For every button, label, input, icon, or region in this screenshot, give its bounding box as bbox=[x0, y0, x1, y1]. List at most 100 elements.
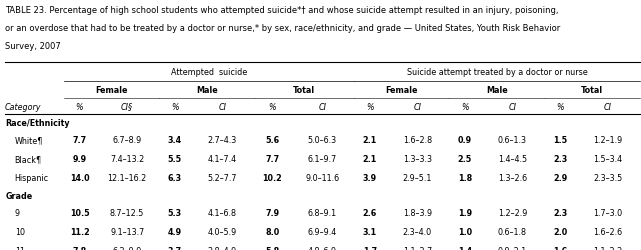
Text: 1.7–3.0: 1.7–3.0 bbox=[593, 208, 622, 217]
Text: 10.2: 10.2 bbox=[262, 174, 282, 182]
Text: Survey, 2007: Survey, 2007 bbox=[5, 42, 61, 51]
Text: 6.7–8.9: 6.7–8.9 bbox=[113, 136, 142, 145]
Text: 6.2–9.9: 6.2–9.9 bbox=[112, 246, 142, 250]
Text: 2.9: 2.9 bbox=[553, 174, 567, 182]
Text: 1.2–1.9: 1.2–1.9 bbox=[593, 136, 622, 145]
Text: 1.6–2.6: 1.6–2.6 bbox=[593, 227, 622, 236]
Text: White¶: White¶ bbox=[15, 136, 43, 145]
Text: 4.9: 4.9 bbox=[168, 227, 182, 236]
Text: %: % bbox=[366, 102, 374, 111]
Text: 9.9: 9.9 bbox=[72, 155, 87, 164]
Text: 1.6: 1.6 bbox=[553, 246, 567, 250]
Text: 11.2: 11.2 bbox=[70, 227, 90, 236]
Text: 2.5: 2.5 bbox=[458, 155, 472, 164]
Text: Race/Ethnicity: Race/Ethnicity bbox=[5, 118, 70, 127]
Text: 5.3: 5.3 bbox=[168, 208, 182, 217]
Text: or an overdose that had to be treated by a doctor or nurse,* by sex, race/ethnic: or an overdose that had to be treated by… bbox=[5, 24, 560, 33]
Text: Attempted  suicide: Attempted suicide bbox=[171, 68, 247, 76]
Text: Black¶: Black¶ bbox=[15, 155, 42, 164]
Text: 7.8: 7.8 bbox=[72, 246, 87, 250]
Text: 1.4: 1.4 bbox=[458, 246, 472, 250]
Text: 14.0: 14.0 bbox=[70, 174, 89, 182]
Text: 1.6–2.8: 1.6–2.8 bbox=[403, 136, 432, 145]
Text: 6.1–9.7: 6.1–9.7 bbox=[308, 155, 337, 164]
Text: 9: 9 bbox=[15, 208, 20, 217]
Text: 7.7: 7.7 bbox=[72, 136, 87, 145]
Text: 1.2–2.9: 1.2–2.9 bbox=[498, 208, 527, 217]
Text: CI: CI bbox=[604, 102, 612, 111]
Text: 2.6: 2.6 bbox=[363, 208, 377, 217]
Text: TABLE 23. Percentage of high school students who attempted suicide*† and whose s: TABLE 23. Percentage of high school stud… bbox=[5, 6, 558, 15]
Text: 1.1–2.7: 1.1–2.7 bbox=[403, 246, 432, 250]
Text: 2.3–4.0: 2.3–4.0 bbox=[403, 227, 432, 236]
Text: 2.7–4.3: 2.7–4.3 bbox=[208, 136, 237, 145]
Text: %: % bbox=[76, 102, 83, 111]
Text: 0.9: 0.9 bbox=[458, 136, 472, 145]
Text: 5.0–6.3: 5.0–6.3 bbox=[308, 136, 337, 145]
Text: CI: CI bbox=[508, 102, 517, 111]
Text: 7.7: 7.7 bbox=[265, 155, 279, 164]
Text: 1.1–2.2: 1.1–2.2 bbox=[593, 246, 622, 250]
Text: Male: Male bbox=[196, 86, 218, 94]
Text: Grade: Grade bbox=[5, 191, 33, 200]
Text: 2.3–3.5: 2.3–3.5 bbox=[593, 174, 622, 182]
Text: 2.1: 2.1 bbox=[363, 155, 377, 164]
Text: 5.6: 5.6 bbox=[265, 136, 279, 145]
Text: 1.9: 1.9 bbox=[458, 208, 472, 217]
Text: Total: Total bbox=[581, 86, 603, 94]
Text: Female: Female bbox=[96, 86, 128, 94]
Text: 6.9–9.4: 6.9–9.4 bbox=[308, 227, 337, 236]
Text: Category: Category bbox=[5, 102, 42, 111]
Text: 2.0: 2.0 bbox=[553, 227, 567, 236]
Text: 7.9: 7.9 bbox=[265, 208, 279, 217]
Text: 5.2–7.7: 5.2–7.7 bbox=[208, 174, 237, 182]
Text: 1.8: 1.8 bbox=[458, 174, 472, 182]
Text: 1.3–2.6: 1.3–2.6 bbox=[498, 174, 527, 182]
Text: 6.3: 6.3 bbox=[168, 174, 182, 182]
Text: 1.7: 1.7 bbox=[363, 246, 377, 250]
Text: CI§: CI§ bbox=[121, 102, 133, 111]
Text: 1.5–3.4: 1.5–3.4 bbox=[593, 155, 622, 164]
Text: 1.4–4.5: 1.4–4.5 bbox=[498, 155, 527, 164]
Text: Suicide attempt treated by a doctor or nurse: Suicide attempt treated by a doctor or n… bbox=[406, 68, 587, 76]
Text: 3.4: 3.4 bbox=[168, 136, 182, 145]
Text: 7.4–13.2: 7.4–13.2 bbox=[110, 155, 144, 164]
Text: 2.1: 2.1 bbox=[363, 136, 377, 145]
Text: 4.1–7.4: 4.1–7.4 bbox=[208, 155, 237, 164]
Text: Male: Male bbox=[486, 86, 508, 94]
Text: 3.9: 3.9 bbox=[363, 174, 377, 182]
Text: CI: CI bbox=[219, 102, 226, 111]
Text: CI: CI bbox=[413, 102, 421, 111]
Text: Total: Total bbox=[294, 86, 315, 94]
Text: 2.3: 2.3 bbox=[553, 208, 567, 217]
Text: 2.9–5.1: 2.9–5.1 bbox=[403, 174, 432, 182]
Text: %: % bbox=[171, 102, 178, 111]
Text: 2.3: 2.3 bbox=[553, 155, 567, 164]
Text: 0.9–2.1: 0.9–2.1 bbox=[498, 246, 527, 250]
Text: Hispanic: Hispanic bbox=[15, 174, 49, 182]
Text: 1.3–3.3: 1.3–3.3 bbox=[403, 155, 432, 164]
Text: 10: 10 bbox=[15, 227, 25, 236]
Text: 3.1: 3.1 bbox=[363, 227, 377, 236]
Text: 9.1–13.7: 9.1–13.7 bbox=[110, 227, 144, 236]
Text: 4.8–6.9: 4.8–6.9 bbox=[308, 246, 337, 250]
Text: %: % bbox=[556, 102, 564, 111]
Text: 4.0–5.9: 4.0–5.9 bbox=[208, 227, 237, 236]
Text: 11: 11 bbox=[15, 246, 25, 250]
Text: 6.8–9.1: 6.8–9.1 bbox=[308, 208, 337, 217]
Text: %: % bbox=[269, 102, 276, 111]
Text: 8.7–12.5: 8.7–12.5 bbox=[110, 208, 144, 217]
Text: 5.5: 5.5 bbox=[168, 155, 182, 164]
Text: 9.0–11.6: 9.0–11.6 bbox=[305, 174, 339, 182]
Text: 10.5: 10.5 bbox=[70, 208, 89, 217]
Text: 1.0: 1.0 bbox=[458, 227, 472, 236]
Text: 12.1–16.2: 12.1–16.2 bbox=[108, 174, 147, 182]
Text: 0.6–1.3: 0.6–1.3 bbox=[498, 136, 527, 145]
Text: 4.1–6.8: 4.1–6.8 bbox=[208, 208, 237, 217]
Text: 3.7: 3.7 bbox=[168, 246, 182, 250]
Text: 5.8: 5.8 bbox=[265, 246, 279, 250]
Text: %: % bbox=[461, 102, 469, 111]
Text: 1.8–3.9: 1.8–3.9 bbox=[403, 208, 432, 217]
Text: 8.0: 8.0 bbox=[265, 227, 279, 236]
Text: CI: CI bbox=[318, 102, 326, 111]
